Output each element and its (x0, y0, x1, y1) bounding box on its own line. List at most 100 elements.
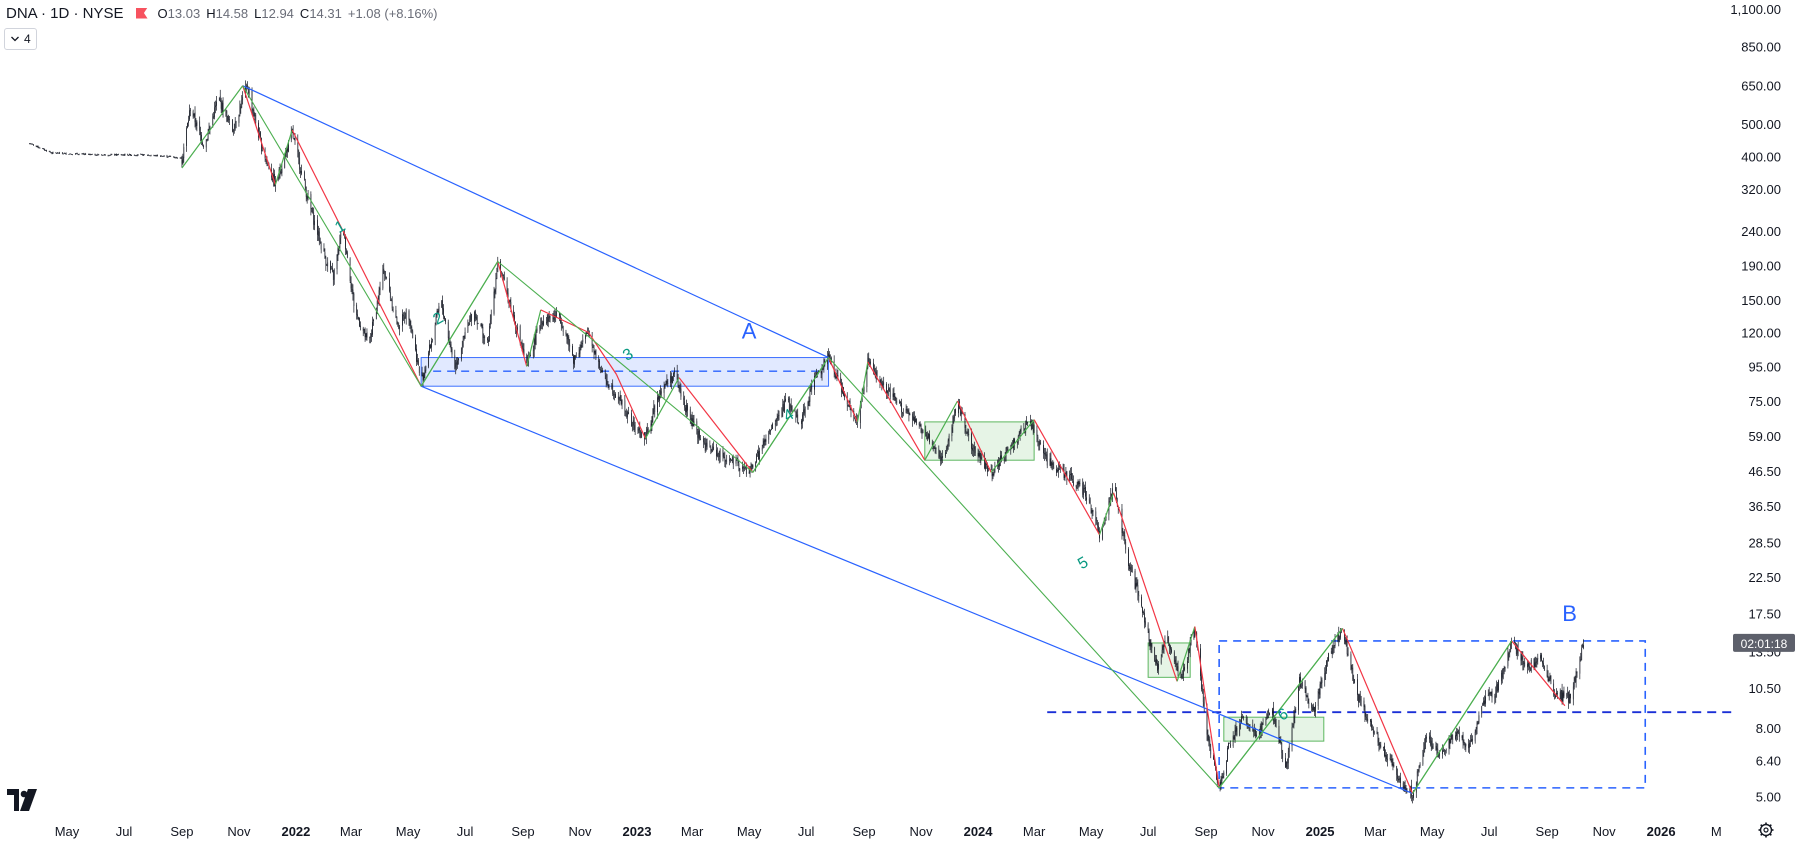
candle-body (1561, 689, 1563, 702)
zigzag-segment[interactable] (678, 377, 754, 473)
blue-zone-rect[interactable] (420, 357, 830, 387)
price-countdown-label: 02:01:18 (1741, 637, 1788, 651)
candle-body (55, 152, 57, 154)
zigzag-segment[interactable] (644, 377, 680, 439)
candle-body (798, 422, 800, 424)
candle-body (1445, 748, 1447, 752)
candle-body (1287, 762, 1288, 764)
candle-body (353, 293, 355, 307)
zigzag-segment[interactable] (1341, 628, 1414, 794)
zigzag-segment[interactable] (497, 261, 528, 367)
zigzag-segment[interactable] (924, 400, 959, 461)
zigzag-segment[interactable] (956, 400, 992, 473)
candle-body (90, 154, 92, 156)
candle-body (90, 154, 91, 155)
trendline[interactable] (242, 85, 829, 359)
candle-body (1095, 511, 1097, 521)
candle-body (1023, 427, 1025, 432)
candle-body (776, 419, 778, 422)
zigzag-segment[interactable] (1112, 492, 1178, 682)
candle-body (1071, 472, 1072, 480)
wave-line[interactable] (1412, 640, 1513, 794)
zigzag-segment[interactable] (990, 419, 1035, 473)
candle-body (530, 354, 531, 356)
green-zone-rect[interactable] (1147, 642, 1191, 678)
candle-body (358, 317, 359, 320)
candle-body (467, 325, 469, 332)
wave-line[interactable] (497, 261, 754, 473)
candle-body (859, 403, 861, 423)
candle-body (580, 344, 582, 350)
zigzag-segment[interactable] (1033, 419, 1101, 536)
candle-body (526, 355, 528, 363)
candle-body (1472, 738, 1473, 742)
zigzag-segment[interactable] (526, 309, 542, 367)
zigzag-segment[interactable] (1511, 640, 1566, 707)
candle-body (307, 195, 309, 199)
candle-body (1501, 672, 1503, 678)
zigzag-segment[interactable] (615, 374, 646, 439)
wave-line[interactable] (242, 85, 422, 387)
candle-body (1202, 689, 1204, 702)
candle-body (1491, 691, 1493, 698)
candle-body (831, 358, 832, 362)
zigzag-segment[interactable] (181, 85, 244, 169)
candle-body (1079, 483, 1081, 485)
candle-body (1239, 724, 1241, 736)
indicators-toggle-button[interactable]: 4 (4, 28, 37, 50)
green-zone-rect[interactable] (924, 421, 1035, 461)
candle-body (114, 154, 116, 156)
symbol-title[interactable]: DNA · 1D · NYSE (6, 4, 124, 22)
candle-body (1359, 694, 1361, 700)
tradingview-logo-icon[interactable] (6, 786, 38, 816)
candle-body (161, 156, 163, 157)
green-zone-rect[interactable] (1223, 716, 1325, 742)
candle-body (163, 155, 165, 157)
candle-body (500, 261, 501, 274)
zigzag-segment[interactable] (274, 129, 293, 185)
candle-body (876, 371, 878, 379)
wave-line[interactable] (1218, 628, 1343, 789)
y-tick-label: 650.00 (1741, 79, 1781, 94)
candle-body (323, 248, 325, 252)
settings-gear-icon[interactable] (1758, 822, 1774, 838)
zigzag-segment[interactable] (242, 85, 276, 185)
zigzag-segment[interactable] (1098, 492, 1115, 535)
candle-body (1515, 643, 1517, 655)
candle-body (408, 310, 410, 320)
trendline[interactable] (420, 385, 1413, 795)
candle-body (763, 440, 765, 446)
candle-body (920, 424, 922, 433)
candle-body (1230, 744, 1231, 747)
candle-body (631, 425, 633, 427)
candle-body (893, 393, 895, 397)
zigzag-segment[interactable] (291, 129, 422, 387)
zigzag-segment[interactable] (540, 309, 589, 333)
wave-line[interactable] (752, 357, 830, 473)
candle-body (617, 396, 619, 400)
candle-body (280, 172, 282, 174)
flag-icon[interactable] (135, 7, 148, 19)
zigzag-segment[interactable] (1194, 626, 1220, 788)
y-tick-label: 46.50 (1748, 464, 1781, 479)
close-value: 14.31 (309, 5, 342, 21)
candle-body (38, 147, 40, 149)
candle-body (84, 154, 86, 155)
candle-body (1444, 750, 1446, 752)
zigzag-segment[interactable] (587, 332, 617, 375)
candle-body (336, 254, 338, 270)
candle-body (124, 154, 126, 156)
candle-body (1046, 454, 1048, 466)
candle-body (951, 427, 953, 436)
candle-body (1334, 640, 1336, 647)
zigzag-segment[interactable] (856, 361, 869, 422)
zigzag-segment[interactable] (828, 357, 859, 423)
zigzag-segment[interactable] (867, 361, 926, 461)
wave-line[interactable] (828, 357, 1220, 789)
range-box[interactable] (1218, 640, 1647, 789)
wave-line[interactable] (420, 261, 499, 387)
zigzag-segment[interactable] (1176, 626, 1196, 682)
candle-body (863, 387, 865, 392)
candle-body (704, 443, 706, 452)
